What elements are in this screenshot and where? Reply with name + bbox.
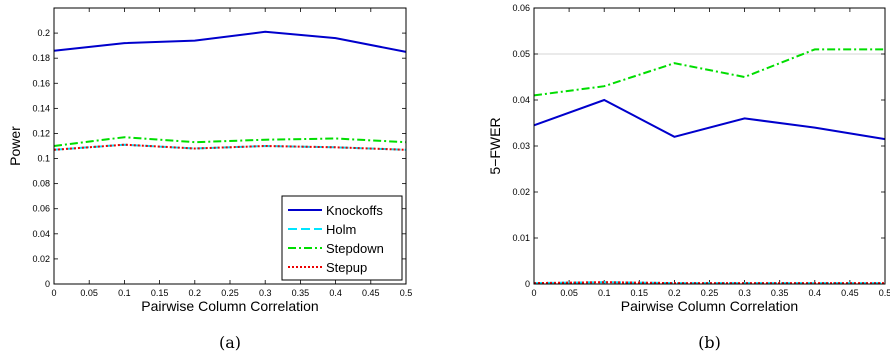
axes-frame xyxy=(533,7,886,285)
y-tick-label: 0.1 xyxy=(37,154,50,164)
legend-label-knockoffs: Knockoffs xyxy=(326,203,383,218)
y-tick-label: 0.05 xyxy=(512,49,530,59)
x-tick-label: 0.4 xyxy=(329,288,342,298)
x-tick-label: 0.25 xyxy=(221,288,239,298)
y-tick-label: 0 xyxy=(525,279,530,289)
x-tick-label: 0.05 xyxy=(80,288,98,298)
x-axis-label: Pairwise Column Correlation xyxy=(621,298,798,314)
series-line-stepup xyxy=(533,281,885,285)
y-tick-label: 0.02 xyxy=(32,254,50,264)
y-tick-label: 0.18 xyxy=(32,53,50,63)
x-tick-label: 0 xyxy=(531,288,536,298)
y-tick-label: 0.04 xyxy=(512,95,530,105)
x-tick-label: 0.2 xyxy=(668,288,681,298)
series-line-stepdown xyxy=(53,136,407,147)
y-tick-label: 0.06 xyxy=(32,204,50,214)
chart-1: 0 0.05 0.1 0.15 0.2 0.25 0.3 0.35 0.4 0.45 0.5 0 0.0… xyxy=(7,7,413,352)
x-tick-label: 0.35 xyxy=(771,288,789,298)
y-tick-label: 0.02 xyxy=(512,187,530,197)
y-tick-label: 0.16 xyxy=(32,78,50,88)
legend-label-stepdown: Stepdown xyxy=(326,241,384,256)
y-tick-label: 0.14 xyxy=(32,103,50,113)
y-tick-label: 0.2 xyxy=(37,28,50,38)
x-tick-label: 0.45 xyxy=(841,288,859,298)
legend: Knockoffs Holm Stepdown Stepup xyxy=(281,195,403,281)
y-tick-label: 0.04 xyxy=(32,229,50,239)
y-tick-label: 0.12 xyxy=(32,128,50,138)
series-line-knockoffs xyxy=(533,98,886,141)
x-tick-label: 0 xyxy=(51,288,56,298)
y-tick-label: 0.01 xyxy=(512,233,530,243)
x-tick-label: 0.15 xyxy=(631,288,649,298)
legend-label-stepup: Stepup xyxy=(326,260,367,275)
x-tick-label: 0.3 xyxy=(259,288,272,298)
x-tick-label: 0.45 xyxy=(362,288,380,298)
axes-frame xyxy=(53,7,407,285)
y-tick-label: 0.06 xyxy=(512,3,530,13)
x-tick-label: 0.05 xyxy=(560,288,578,298)
x-tick-label: 0.5 xyxy=(400,288,413,298)
series-line-stepdown xyxy=(533,48,885,97)
x-tick-label: 0.15 xyxy=(151,288,169,298)
series-line-knockoffs xyxy=(53,30,407,53)
y-axis-label: 5−FWER xyxy=(487,117,503,174)
x-tick-label: 0.3 xyxy=(738,288,751,298)
y-tick-label: 0.08 xyxy=(32,179,50,189)
y-axis-label: Power xyxy=(7,126,23,166)
series-line-stepup xyxy=(53,143,407,151)
x-tick-label: 0.2 xyxy=(189,288,202,298)
x-axis-label: Pairwise Column Correlation xyxy=(141,298,318,314)
legend-label-holm: Holm xyxy=(326,222,356,237)
y-tick-label: 0.03 xyxy=(512,141,530,151)
chart-2: 0 0.05 0.1 0.15 0.2 0.25 0.3 0.35 0.4 0.45 0.5 0 0.0… xyxy=(487,3,890,352)
x-tick-label: 0.4 xyxy=(809,288,822,298)
x-tick-label: 0.25 xyxy=(701,288,719,298)
x-tick-label: 0.1 xyxy=(118,288,131,298)
x-tick-label: 0.5 xyxy=(879,288,890,298)
x-tick-label: 0.35 xyxy=(292,288,310,298)
chart-caption: (b) xyxy=(698,333,721,352)
chart-caption: (a) xyxy=(219,333,241,352)
x-tick-label: 0.1 xyxy=(598,288,611,298)
y-tick-label: 0 xyxy=(45,279,50,289)
